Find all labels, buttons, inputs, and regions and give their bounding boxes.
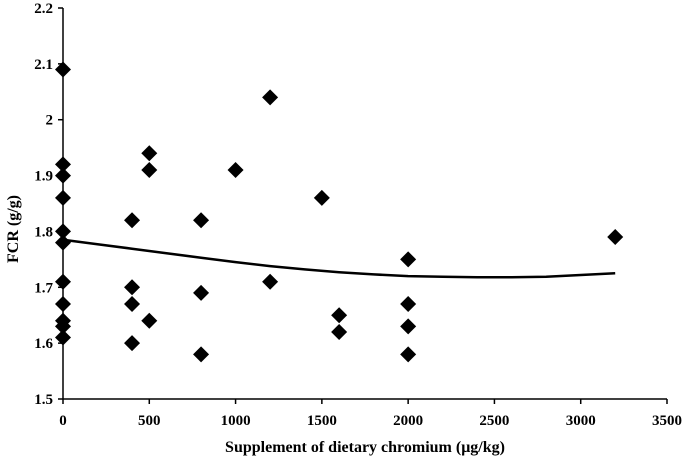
data-point <box>193 212 210 229</box>
data-point <box>55 61 71 78</box>
x-tick-label: 2500 <box>479 413 509 429</box>
data-point <box>227 161 244 178</box>
data-point <box>55 296 71 313</box>
data-point <box>141 145 158 162</box>
data-point <box>262 89 279 106</box>
data-point <box>55 167 71 184</box>
x-tick-label: 3000 <box>566 413 596 429</box>
data-point <box>141 161 158 178</box>
data-point <box>55 329 71 346</box>
trendline <box>62 238 616 279</box>
data-point <box>400 346 417 363</box>
x-tick-label: 500 <box>138 413 161 429</box>
data-point <box>55 318 71 335</box>
y-tick-label: 1.7 <box>34 280 53 296</box>
plot-area: 1.5 1.6 1.7 1.8 1.9 2 2.1 2.2 0 500 1000 1500 2000 25… <box>34 1 682 429</box>
x-axis-title: Supplement of dietary chromium (μg/kg) <box>225 439 505 456</box>
data-point <box>193 284 210 301</box>
data-point <box>55 273 71 290</box>
y-axis-title: FCR (g/g) <box>5 195 22 263</box>
data-point <box>607 229 624 246</box>
x-tick-label: 1000 <box>221 413 251 429</box>
data-point <box>262 273 279 290</box>
y-tick-label: 1.6 <box>34 336 53 352</box>
data-point <box>193 346 210 363</box>
y-tick-label: 2 <box>46 113 54 129</box>
y-tick-label: 2.1 <box>34 57 53 73</box>
data-point <box>124 212 141 229</box>
y-tick-label: 1.5 <box>34 392 53 408</box>
data-point <box>55 189 71 206</box>
y-tick-label: 1.8 <box>34 224 53 240</box>
x-tick-label: 1500 <box>307 413 337 429</box>
data-point <box>141 312 158 329</box>
x-tick-label: 0 <box>59 413 67 429</box>
x-tick-label: 3500 <box>652 413 682 429</box>
data-point <box>55 234 71 251</box>
data-point <box>55 156 71 173</box>
data-point <box>331 323 348 340</box>
data-point <box>400 318 417 335</box>
data-point <box>331 307 348 324</box>
data-point <box>124 335 141 352</box>
data-point <box>400 296 417 313</box>
data-point <box>400 251 417 268</box>
data-point <box>124 296 141 313</box>
data-point <box>313 189 330 206</box>
data-point <box>55 223 71 240</box>
data-point <box>124 279 141 296</box>
y-tick-label: 2.2 <box>34 1 53 17</box>
x-tick-label: 2000 <box>393 413 423 429</box>
y-tick-label: 1.9 <box>34 169 53 185</box>
